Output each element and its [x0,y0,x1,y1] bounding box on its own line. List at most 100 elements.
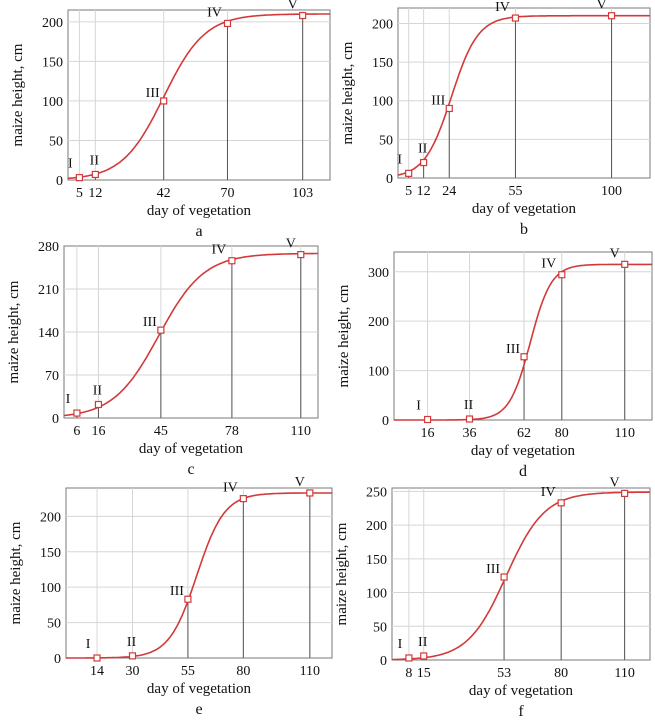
stage-marker [465,415,474,423]
stage-label: III [431,93,445,108]
y-tick-label: 100 [366,587,387,602]
y-tick-label: 150 [40,546,61,561]
x-tick-label: 42 [157,186,171,201]
y-axis-label: maize height, cm [340,41,356,144]
x-tick-label: 6 [73,424,80,439]
stage-marker [228,257,236,265]
y-tick-label: 50 [49,134,63,149]
x-tick-label: 80 [236,664,250,679]
y-tick-label: 140 [38,326,59,341]
growth-curve [66,492,332,659]
stage-marker [223,19,232,28]
y-tick-label: 70 [45,369,59,384]
stage-marker [420,158,428,167]
x-axis-label: day of vegetation [139,441,244,457]
x-tick-label: 16 [91,424,105,439]
stage-label: V [596,0,606,13]
y-tick-label: 50 [373,620,387,635]
stage-marker [94,400,103,409]
panel-letter: e [195,701,202,718]
stage-label: IV [495,0,510,15]
stage-label: IV [212,243,227,258]
y-tick-label: 0 [380,654,387,669]
growth-curve [63,252,318,417]
x-axis-label: day of vegetation [472,201,577,217]
plot-frame [397,7,651,179]
x-tick-label: 80 [554,666,568,681]
panel-letter: d [519,463,527,480]
stage-marker [520,353,528,361]
y-tick-label: 0 [52,412,59,427]
x-axis-label: day of vegetation [471,443,576,459]
y-axis-label: maize height, cm [6,280,22,383]
stage-label: I [416,399,421,414]
y-axis-label: maize height, cm [336,284,352,387]
stage-marker [128,652,137,660]
x-tick-label: 36 [463,426,477,441]
stage-marker [423,415,432,424]
stage-marker [184,595,192,603]
stage-marker [306,489,314,497]
stage-marker [73,409,81,417]
stage-marker [420,652,428,660]
x-tick-label: 12 [417,184,431,199]
x-tick-label: 14 [90,664,104,679]
stage-marker [445,104,453,113]
growth-curve [67,13,330,180]
stage-label: V [286,237,296,252]
x-tick-label: 24 [442,184,456,199]
stage-marker [93,654,101,662]
x-tick-label: 110 [291,424,311,439]
panel-letter: b [520,221,528,238]
x-tick-label: 45 [154,424,168,439]
plot-frame [391,487,651,661]
stage-label: IV [223,481,238,496]
plot-frame [393,251,653,421]
stage-label: I [86,637,91,652]
y-tick-label: 50 [379,133,393,148]
stage-label: IV [207,5,222,20]
stage-marker [558,271,566,279]
x-tick-label: 70 [220,186,234,201]
stage-label: I [397,152,402,167]
growth-curve [391,491,651,661]
x-tick-label: 5 [76,186,83,201]
stage-marker [157,326,165,334]
x-axis-label: day of vegetation [147,681,252,697]
panel-letter: a [195,223,202,240]
x-tick-label: 8 [405,666,412,681]
x-tick-label: 55 [508,184,522,199]
y-axis-label: maize height, cm [334,522,350,625]
y-tick-label: 100 [372,95,393,110]
y-tick-label: 0 [54,652,61,667]
stage-marker [621,260,629,268]
y-tick-label: 100 [368,365,389,380]
panel-letter: c [187,461,194,478]
stage-marker [607,12,616,20]
stage-marker [511,14,520,22]
stage-label: III [506,342,520,357]
y-tick-label: 200 [42,16,63,31]
stage-label: II [90,153,100,168]
y-tick-label: 200 [372,17,393,32]
stage-label: I [398,637,403,652]
y-tick-label: 100 [40,581,61,596]
x-tick-label: 16 [421,426,435,441]
x-tick-label: 100 [601,184,622,199]
stage-label: III [146,86,160,101]
stage-label: V [295,475,305,490]
x-tick-label: 110 [300,664,320,679]
y-tick-label: 300 [368,266,389,281]
y-tick-label: 0 [382,414,389,429]
x-tick-label: 80 [555,426,569,441]
y-tick-label: 0 [386,172,393,187]
stage-label: V [288,0,298,13]
growth-curve [394,263,652,421]
stage-label: II [418,635,428,650]
x-axis-label: day of vegetation [147,203,252,219]
stage-label: II [418,142,428,157]
